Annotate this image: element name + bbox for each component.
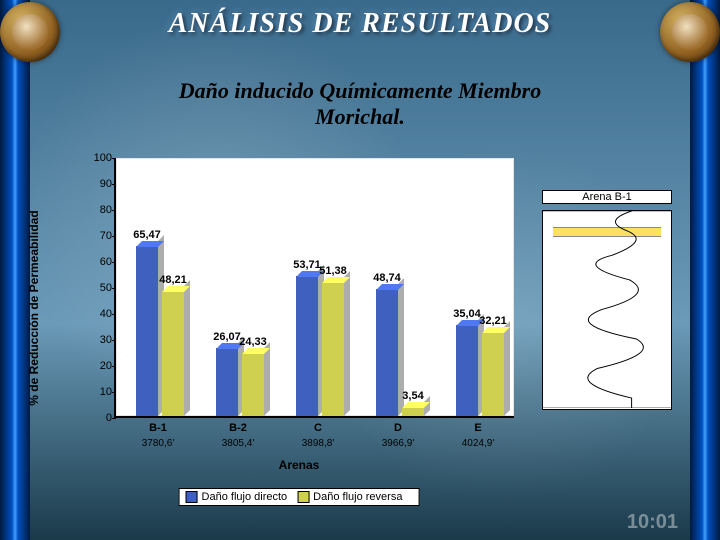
x-depth-label: 3780,6' — [142, 438, 175, 449]
legend-label: Daño flujo reversa — [313, 491, 402, 503]
plot-area: 010203040506070809010065,4748,2126,0724,… — [114, 158, 514, 418]
legend-label: Daño flujo directo — [202, 491, 288, 503]
bar: 48,74 — [376, 289, 398, 416]
x-depth-label: 3805,4' — [222, 438, 255, 449]
bar-value-label: 24,33 — [239, 336, 267, 348]
x-category-label: D — [394, 422, 402, 434]
bar-value-label: 48,74 — [373, 272, 401, 284]
bar: 26,07 — [216, 348, 238, 416]
chart-legend: Daño flujo directo Daño flujo reversa — [179, 488, 420, 506]
y-tick: 20 — [82, 360, 112, 372]
header: ANÁLISIS DE RESULTADOS — [0, 8, 720, 40]
y-tick: 90 — [82, 178, 112, 190]
y-tick: 100 — [82, 152, 112, 164]
legend-swatch — [297, 491, 309, 503]
x-axis-label: Arenas — [74, 458, 524, 472]
bar: 3,54 — [402, 407, 424, 416]
inset-title: Arena B-1 — [542, 190, 672, 204]
bar: 32,21 — [482, 332, 504, 416]
bar-value-label: 65,47 — [133, 229, 161, 241]
bar: 48,21 — [162, 291, 184, 416]
bar: 35,04 — [456, 325, 478, 416]
bar-value-label: 32,21 — [479, 315, 507, 327]
bar-value-label: 53,71 — [293, 259, 321, 271]
x-category-label: E — [474, 422, 481, 434]
slide: ANÁLISIS DE RESULTADOS Daño inducido Quí… — [0, 0, 720, 540]
y-tick: 0 — [82, 412, 112, 424]
x-depth-label: 4024,9' — [462, 438, 495, 449]
x-depth-label: 3898,8' — [302, 438, 335, 449]
bar-value-label: 3,54 — [402, 390, 423, 402]
y-tick: 60 — [82, 256, 112, 268]
x-category-label: B-2 — [229, 422, 247, 434]
bar: 65,47 — [136, 246, 158, 416]
bar-value-label: 51,38 — [319, 265, 347, 277]
y-tick: 50 — [82, 282, 112, 294]
y-axis-label: % de Reducción de Permeabilidad — [27, 210, 41, 405]
well-log-curve — [543, 211, 671, 408]
bar: 24,33 — [242, 353, 264, 416]
permeability-chart: % de Reducción de Permeabilidad 01020304… — [74, 158, 524, 458]
bar: 51,38 — [322, 282, 344, 416]
bar-value-label: 26,07 — [213, 331, 241, 343]
y-tick: 80 — [82, 204, 112, 216]
x-category-label: C — [314, 422, 322, 434]
page-title: ANÁLISIS DE RESULTADOS — [0, 8, 720, 40]
slide-subtitle: Daño inducido Químicamente Miembro Moric… — [0, 78, 720, 130]
x-depth-label: 3966,9' — [382, 438, 415, 449]
bar-value-label: 35,04 — [453, 308, 481, 320]
clock-mark: 10:01 — [627, 511, 678, 534]
well-log-inset — [542, 210, 672, 410]
subtitle-line2: Morichal. — [0, 104, 720, 130]
bar-value-label: 48,21 — [159, 274, 187, 286]
y-tick: 30 — [82, 334, 112, 346]
bar: 53,71 — [296, 276, 318, 416]
y-tick: 70 — [82, 230, 112, 242]
y-tick: 10 — [82, 386, 112, 398]
legend-swatch — [186, 491, 198, 503]
x-category-label: B-1 — [149, 422, 167, 434]
subtitle-line1: Daño inducido Químicamente Miembro — [0, 78, 720, 104]
y-tick: 40 — [82, 308, 112, 320]
